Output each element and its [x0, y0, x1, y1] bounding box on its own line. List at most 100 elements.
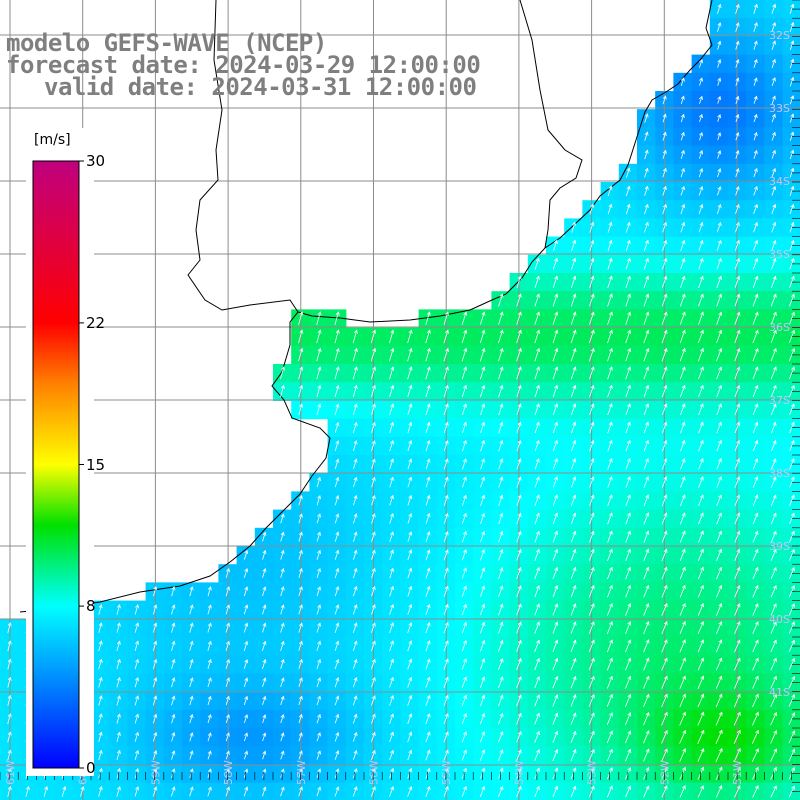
wind-arrow [770, 603, 777, 616]
wind-arrow [770, 366, 777, 380]
wind-arrow [534, 785, 540, 798]
wind-arrow [715, 657, 723, 671]
wind-arrow [607, 476, 613, 488]
wind-arrow [643, 239, 649, 252]
wind-arrow [371, 531, 376, 542]
wind-arrow [698, 203, 704, 215]
wind-arrow [243, 568, 249, 578]
wind-arrow [606, 730, 613, 744]
wind-arrow [534, 257, 540, 270]
wind-arrow [462, 476, 467, 488]
wind-arrow [425, 749, 431, 761]
wind-arrow [189, 732, 194, 742]
wind-arrow [370, 347, 377, 362]
wind-arrow [189, 622, 194, 633]
wind-arrow [443, 458, 449, 470]
wind-arrow [371, 676, 376, 688]
wind-arrow [735, 3, 740, 14]
wind-arrow [498, 403, 504, 416]
wind-arrow [334, 750, 340, 760]
wind-arrow [770, 512, 777, 525]
wind-arrow [479, 329, 486, 344]
wind-arrow [461, 311, 468, 326]
wind-arrow [698, 403, 704, 416]
wind-arrow [498, 293, 504, 307]
wind-arrow [770, 585, 777, 598]
wind-arrow [152, 622, 158, 633]
wind-arrow [480, 403, 486, 416]
wind-arrow [207, 732, 212, 742]
longitude-label: 52W [658, 760, 671, 785]
wind-arrow [661, 639, 668, 653]
wind-arrow [589, 439, 595, 452]
wind-arrow [371, 640, 376, 652]
wind-arrow [534, 603, 540, 616]
wind-arrow [625, 458, 631, 470]
wind-arrow [534, 585, 540, 598]
wind-arrow [498, 585, 504, 598]
wind-arrow [752, 566, 759, 580]
wind-arrow [771, 275, 777, 288]
wind-arrow [461, 366, 468, 380]
wind-arrow [516, 730, 522, 743]
wind-arrow [116, 695, 121, 706]
wind-arrow [753, 113, 758, 123]
wind-arrow [534, 329, 540, 344]
wind-arrow [116, 713, 121, 724]
wind-arrow [699, 59, 703, 68]
wind-arrow [207, 677, 212, 688]
wind-arrow [607, 603, 613, 616]
latitude-label: 33S [769, 102, 790, 115]
wind-arrow [588, 712, 595, 725]
wind-arrow [153, 604, 158, 615]
wind-arrow [298, 622, 303, 633]
wind-arrow [462, 421, 467, 434]
wind-arrow [189, 713, 194, 724]
wind-arrow [316, 403, 322, 416]
wind-arrow [116, 622, 121, 633]
wind-arrow [788, 621, 795, 634]
wind-arrow [644, 149, 649, 160]
wind-arrow [552, 494, 558, 506]
latitude-label: 41S [769, 686, 790, 699]
wind-arrow [443, 311, 449, 326]
wind-arrow [389, 658, 394, 670]
wind-arrow [716, 275, 722, 288]
wind-arrow [570, 311, 577, 325]
wind-arrow [588, 639, 595, 653]
wind-arrow [643, 639, 650, 653]
wind-arrow [443, 384, 449, 398]
wind-arrow [116, 604, 121, 615]
wind-arrow [534, 458, 540, 470]
wind-arrow [516, 749, 522, 761]
wind-arrow [334, 366, 340, 380]
wind-arrow [717, 114, 722, 122]
wind-arrow [7, 713, 12, 725]
wind-arrow [207, 658, 212, 670]
wind-arrow [788, 748, 796, 762]
wind-arrow [589, 421, 595, 434]
wind-arrow [371, 585, 376, 597]
wind-arrow [734, 293, 741, 307]
wind-arrow [552, 275, 558, 289]
wind-arrow [225, 750, 230, 760]
wind-arrow [752, 494, 759, 507]
wind-arrow [334, 622, 340, 633]
wind-arrow [425, 549, 431, 561]
wind-arrow [698, 311, 704, 325]
wind-arrow [334, 421, 340, 433]
wind-arrow [771, 149, 776, 159]
wind-arrow [679, 621, 686, 635]
wind-arrow [480, 494, 486, 506]
wind-arrow [534, 567, 540, 579]
wind-arrow [625, 566, 631, 580]
wind-arrow [697, 566, 704, 580]
wind-arrow [280, 531, 285, 542]
wind-arrow [534, 439, 540, 452]
wind-arrow [316, 476, 322, 488]
wind-arrow [662, 239, 668, 251]
wind-arrow [534, 694, 540, 707]
wind-arrow [771, 221, 777, 233]
wind-arrow [752, 347, 759, 362]
wind-arrow [661, 403, 668, 416]
